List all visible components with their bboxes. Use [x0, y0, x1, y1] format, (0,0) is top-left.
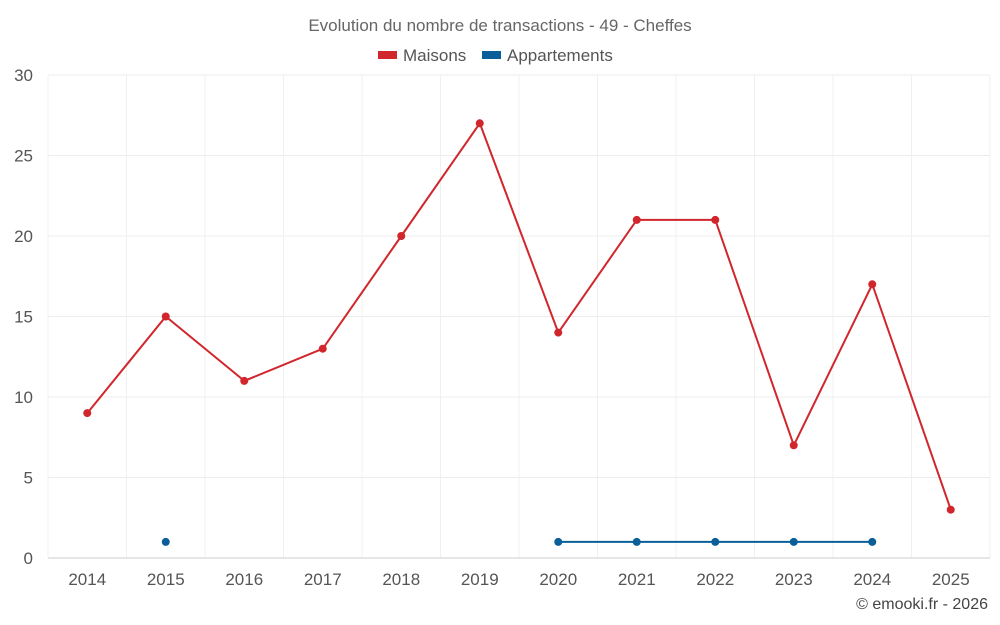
legend: Maisons Appartements [378, 46, 613, 65]
x-tick-label: 2017 [304, 570, 342, 589]
y-tick-label: 20 [14, 227, 33, 246]
grid [47, 74, 991, 558]
data-point-appartements [711, 537, 720, 546]
x-tick-label: 2019 [461, 570, 499, 589]
x-tick-label: 2022 [696, 570, 734, 589]
x-tick-label: 2020 [539, 570, 577, 589]
x-tick-label: 2023 [775, 570, 813, 589]
legend-item-appartements[interactable]: Appartements [482, 46, 613, 65]
legend-label-appartements: Appartements [507, 46, 613, 65]
series [83, 119, 955, 546]
credit-text: © emooki.fr - 2026 [856, 596, 988, 613]
legend-item-maisons[interactable]: Maisons [378, 46, 466, 65]
y-tick-label: 0 [24, 549, 33, 568]
chart-title: Evolution du nombre de transactions - 49… [308, 16, 691, 35]
data-point-maisons [789, 441, 798, 450]
data-point-appartements [789, 537, 798, 546]
y-tick-label: 25 [14, 147, 33, 166]
data-point-maisons [868, 280, 877, 289]
x-tick-label: 2018 [382, 570, 420, 589]
data-point-appartements [632, 537, 641, 546]
data-point-appartements [868, 537, 877, 546]
data-point-maisons [946, 505, 955, 514]
x-tick-label: 2015 [147, 570, 185, 589]
series-line-maisons [86, 122, 952, 511]
x-tick-label: 2021 [618, 570, 656, 589]
y-tick-label: 30 [14, 66, 33, 85]
x-tick-label: 2024 [853, 570, 891, 589]
data-point-maisons [240, 376, 249, 385]
data-point-maisons [711, 215, 720, 224]
x-tick-label: 2025 [932, 570, 970, 589]
data-point-maisons [83, 409, 92, 418]
data-point-maisons [475, 119, 484, 128]
data-point-appartements [161, 537, 170, 546]
data-point-maisons [161, 312, 170, 321]
data-point-maisons [397, 232, 406, 240]
x-tick-label: 2016 [225, 570, 263, 589]
legend-swatch-maisons [378, 51, 397, 59]
data-point-maisons [554, 328, 563, 337]
y-tick-label: 10 [14, 388, 33, 407]
data-point-maisons [318, 344, 327, 353]
y-tick-label: 5 [24, 469, 33, 488]
y-tick-label: 15 [14, 308, 33, 327]
series-maisons [83, 119, 955, 514]
legend-swatch-appartements [482, 51, 501, 59]
x-tick-label: 2014 [68, 570, 106, 589]
series-appartements [161, 537, 877, 546]
data-point-appartements [554, 537, 563, 546]
data-point-maisons [632, 215, 641, 224]
legend-label-maisons: Maisons [403, 46, 466, 65]
